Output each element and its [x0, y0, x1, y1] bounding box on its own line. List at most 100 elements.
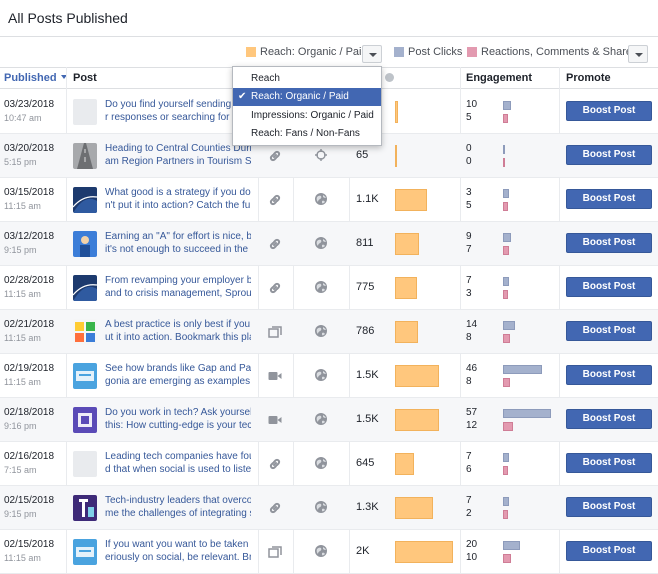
reach-value: 786	[356, 325, 375, 337]
post-date[interactable]: 02/21/2018	[4, 319, 55, 330]
post-date[interactable]: 02/28/2018	[4, 275, 55, 286]
post-thumbnail[interactable]	[73, 187, 97, 213]
boost-post-button[interactable]: Boost Post	[566, 541, 652, 561]
boost-post-button[interactable]: Boost Post	[566, 365, 652, 385]
table-row: 03/23/2018 10:47 am Do you find yourself s…	[0, 90, 658, 134]
post-thumbnail[interactable]	[73, 275, 97, 301]
post-text-line: it's not enough to succeed in the hi	[105, 244, 251, 255]
table-row: 03/15/2018 11:15 am What good is a strateg…	[0, 178, 658, 222]
post-link[interactable]: Tech-industry leaders that overco me the …	[105, 494, 251, 520]
post-thumbnail[interactable]	[73, 539, 97, 565]
dropdown-option-impressions-organic-paid[interactable]: Impressions: Organic / Paid	[251, 110, 374, 121]
post-link[interactable]: See how brands like Gap and Pata gonia ar…	[105, 362, 251, 388]
post-date[interactable]: 02/15/2018	[4, 539, 55, 550]
engagement-column-header[interactable]: Engagement	[466, 72, 533, 84]
post-thumbnail[interactable]	[73, 407, 97, 433]
post-clicks-value: 9	[466, 231, 472, 242]
info-icon[interactable]	[384, 73, 394, 82]
boost-post-button[interactable]: Boost Post	[566, 145, 652, 165]
post-text-line: me the challenges of integrating so	[105, 508, 251, 519]
post-text-line: eriously on social, be relevant. Bra	[105, 552, 251, 563]
reach-bar	[395, 233, 419, 255]
post-date[interactable]: 02/19/2018	[4, 363, 55, 374]
reach-value: 1.5K	[356, 369, 379, 381]
boost-post-button[interactable]: Boost Post	[566, 101, 652, 121]
post-time: 11:15 am	[4, 377, 41, 387]
reactions-value: 10	[466, 552, 478, 563]
boost-post-button[interactable]: Boost Post	[566, 321, 652, 341]
boost-post-button[interactable]: Boost Post	[566, 497, 652, 517]
post-thumbnail[interactable]	[73, 319, 97, 345]
reach-metric-dropdown-button[interactable]	[362, 45, 382, 63]
post-date[interactable]: 03/12/2018	[4, 231, 55, 242]
reach-bar	[395, 101, 398, 123]
post-link[interactable]: Earning an "A" for effort is nice, but it…	[105, 230, 251, 256]
post-date[interactable]: 02/16/2018	[4, 451, 55, 462]
post-thumbnail[interactable]	[73, 143, 97, 169]
post-text-line: d that when social is used to listen	[105, 464, 251, 475]
post-link[interactable]: Leading tech companies have foun d that w…	[105, 450, 251, 476]
post-thumbnail[interactable]	[73, 495, 97, 521]
dropdown-option-reach[interactable]: Reach	[251, 73, 280, 84]
post-text-line: From revamping your employer br	[105, 275, 251, 286]
post-time: 10:47 am	[4, 113, 42, 123]
post-clicks-bar	[503, 145, 505, 154]
post-link[interactable]: Do you find yourself sending si r respons…	[105, 98, 251, 124]
post-link[interactable]: If you want you want to be taken s erious…	[105, 538, 251, 564]
reach-value: 65	[356, 149, 369, 161]
post-text-line: See how brands like Gap and Pata	[105, 363, 251, 374]
post-clicks-bar	[503, 365, 542, 374]
post-link[interactable]: Do you work in tech? Ask yourself this: H…	[105, 406, 251, 432]
post-thumbnail[interactable]	[73, 363, 97, 389]
post-clicks-value: 46	[466, 363, 478, 374]
target-icon	[314, 148, 328, 162]
checkmark-icon: ✔	[238, 91, 247, 102]
reactions-value: 5	[466, 200, 472, 211]
reach-bar	[395, 497, 433, 519]
post-clicks-bar	[503, 453, 509, 462]
link-icon	[268, 237, 282, 251]
post-text-line: Leading tech companies have foun	[105, 451, 251, 462]
published-column-header[interactable]: Published	[4, 72, 67, 84]
post-date[interactable]: 02/15/2018	[4, 495, 55, 506]
post-thumbnail[interactable]	[73, 231, 97, 257]
post-text-line: A best practice is only best if you p	[105, 319, 251, 330]
post-text-line: Do you find yourself sending si	[105, 99, 242, 110]
engagement-metric-dropdown-button[interactable]	[628, 45, 648, 63]
reach-bar	[395, 145, 397, 167]
post-time: 9:15 pm	[4, 245, 37, 255]
boost-post-button[interactable]: Boost Post	[566, 453, 652, 473]
reach-metric-dropdown-menu: Reach ✔ Reach: Organic / Paid Impressions…	[232, 66, 382, 146]
reactions-bar	[503, 334, 510, 343]
post-link[interactable]: Heading to Central Counties Durr am Regio…	[105, 142, 251, 168]
globe-icon	[314, 544, 328, 558]
table-row: 02/19/2018 11:15 am See how brands like Ga…	[0, 354, 658, 398]
boost-post-button[interactable]: Boost Post	[566, 409, 652, 429]
post-date[interactable]: 03/20/2018	[4, 143, 55, 154]
post-thumbnail[interactable]	[73, 451, 97, 477]
boost-post-button[interactable]: Boost Post	[566, 189, 652, 209]
post-text-line: ut it into action. Bookmark this play	[105, 332, 251, 343]
reactions-value: 6	[466, 464, 472, 475]
table-row: 02/15/2018 11:15 am If you want you want t…	[0, 530, 658, 574]
reactions-value: 0	[466, 156, 472, 167]
post-time: 5:15 pm	[4, 157, 37, 167]
dropdown-option-reach-organic-paid[interactable]: ✔ Reach: Organic / Paid	[233, 88, 381, 106]
reactions-bar	[503, 158, 505, 167]
boost-post-button[interactable]: Boost Post	[566, 277, 652, 297]
link-icon	[268, 193, 282, 207]
post-date[interactable]: 03/23/2018	[4, 99, 55, 110]
reactions-bar	[503, 202, 508, 211]
promote-column-header: Promote	[566, 72, 611, 84]
dropdown-option-reach-fans-non-fans[interactable]: Reach: Fans / Non-Fans	[251, 128, 360, 139]
post-link[interactable]: From revamping your employer br and to cr…	[105, 274, 251, 300]
post-link[interactable]: A best practice is only best if you p ut …	[105, 318, 251, 344]
post-thumbnail[interactable]	[73, 99, 97, 125]
post-text-line: If you want you want to be taken s	[105, 539, 251, 550]
post-clicks-value: 10	[466, 99, 478, 110]
post-date[interactable]: 03/15/2018	[4, 187, 55, 198]
post-link[interactable]: What good is a strategy if you do n't put…	[105, 186, 251, 212]
video-icon	[268, 413, 282, 427]
post-date[interactable]: 02/18/2018	[4, 407, 55, 418]
boost-post-button[interactable]: Boost Post	[566, 233, 652, 253]
